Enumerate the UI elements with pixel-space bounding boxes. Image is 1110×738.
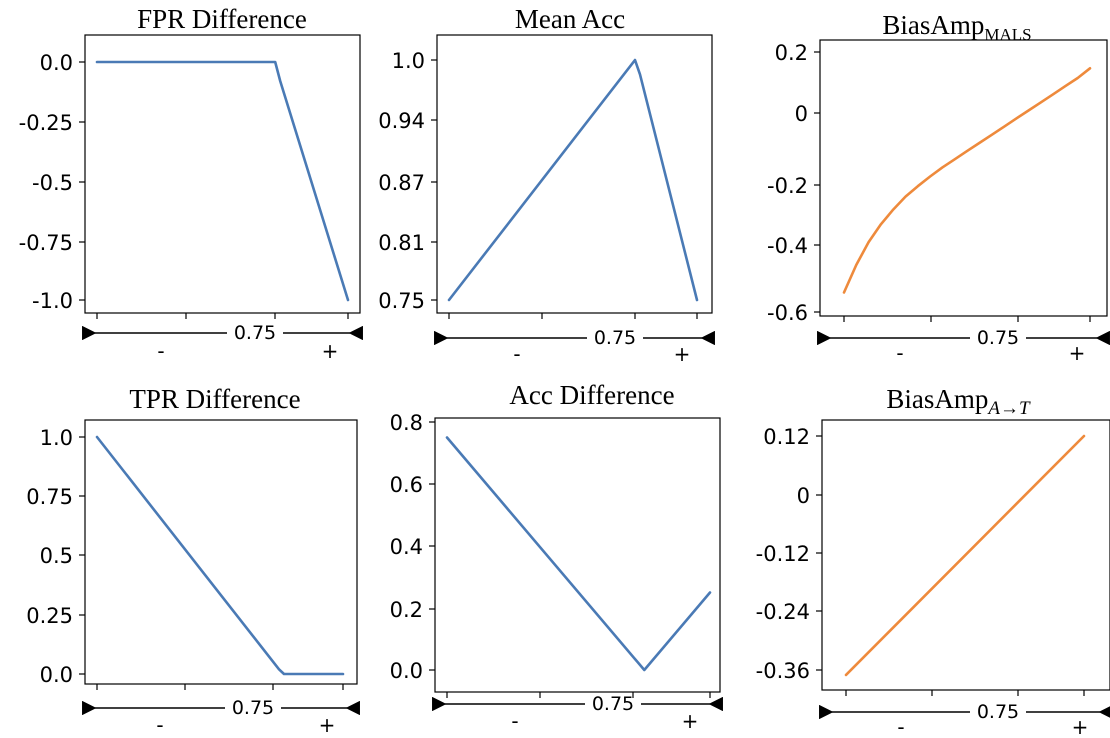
plot-frame bbox=[84, 419, 358, 685]
chart-title: TPR Difference bbox=[129, 384, 300, 414]
y-tick-label: -0.2 bbox=[767, 174, 808, 198]
subplot-6: BiasAmpA→T 0.12 0 -0.12 -0.24 -0.36 0.75 - + bbox=[756, 384, 1110, 738]
minus-sign: - bbox=[897, 715, 904, 738]
y-tick-label: -0.25 bbox=[19, 111, 73, 135]
y-tick-label: 0.0 bbox=[40, 663, 73, 687]
mid-threshold-label: 0.75 bbox=[594, 327, 636, 349]
y-tick-label: 0.5 bbox=[40, 544, 73, 568]
series-line bbox=[844, 434, 1086, 677]
subplot-4: TPR Difference 1.0 0.75 0.5 0.25 0.0 0.75 - + bbox=[26, 384, 360, 737]
y-tick-label: 0.8 bbox=[390, 411, 423, 435]
minus-sign: - bbox=[896, 341, 903, 365]
y-tick-label: -0.6 bbox=[767, 301, 808, 325]
y-tick-label: 0.2 bbox=[390, 598, 423, 622]
plus-sign: + bbox=[1069, 341, 1086, 365]
y-tick-label: -0.24 bbox=[756, 600, 810, 624]
mid-threshold-label: 0.75 bbox=[977, 327, 1019, 349]
minus-sign: - bbox=[156, 713, 163, 737]
plus-sign: + bbox=[682, 709, 699, 733]
y-tick-label: -0.12 bbox=[756, 542, 810, 566]
plus-sign: + bbox=[674, 342, 691, 366]
chart-title: Acc Difference bbox=[509, 380, 674, 410]
plot-frame bbox=[819, 39, 1108, 317]
y-tick-label: 0.75 bbox=[378, 289, 425, 313]
y-tick-label: 0.87 bbox=[378, 171, 425, 195]
y-tick-label: 0.2 bbox=[775, 41, 808, 65]
subplot-3: BiasAmpMALS 0.2 0 -0.2 -0.4 -0.6 0.75 - + bbox=[767, 10, 1110, 365]
subplot-5: Acc Difference 0.8 0.6 0.4 0.2 0.0 0.75 - + bbox=[390, 380, 723, 733]
series-line bbox=[95, 60, 350, 302]
minus-sign: - bbox=[513, 342, 520, 366]
mid-threshold-label: 0.75 bbox=[232, 697, 274, 719]
y-tick-label: 0.0 bbox=[390, 659, 423, 683]
y-tick-label: 0.0 bbox=[40, 51, 73, 75]
series-line bbox=[95, 435, 345, 676]
subplot-1: FPR Difference 0.0 -0.25 -0.5 -0.75 -1.0 0.75 -… bbox=[19, 4, 363, 363]
y-tick-label: 1.0 bbox=[392, 49, 425, 73]
plot-frame bbox=[434, 417, 721, 693]
y-tick-label: -0.36 bbox=[756, 659, 810, 683]
y-tick-label: -0.5 bbox=[32, 171, 73, 195]
plus-sign: + bbox=[319, 713, 336, 737]
y-tick-label: 0.25 bbox=[26, 604, 73, 628]
plus-sign: + bbox=[1072, 715, 1089, 738]
y-tick-label: 0.6 bbox=[390, 473, 423, 497]
plot-frame bbox=[84, 34, 361, 314]
mid-threshold-label: 0.75 bbox=[977, 701, 1019, 723]
y-tick-label: 1.0 bbox=[40, 426, 73, 450]
mid-threshold-label: 0.75 bbox=[592, 693, 634, 715]
plot-frame bbox=[436, 34, 713, 314]
y-tick-label: -0.4 bbox=[767, 234, 808, 258]
y-tick-label: 0.75 bbox=[26, 485, 73, 509]
series-line bbox=[445, 436, 712, 672]
series-line bbox=[842, 67, 1092, 294]
y-tick-label: 0.94 bbox=[378, 109, 425, 133]
y-tick-label: 0.4 bbox=[390, 535, 423, 559]
series-line bbox=[447, 58, 699, 302]
y-tick-label: 0.12 bbox=[763, 425, 810, 449]
y-tick-label: -0.75 bbox=[19, 231, 73, 255]
chart-title: BiasAmpA→T bbox=[886, 384, 1031, 419]
y-tick-label: 0.81 bbox=[378, 231, 425, 255]
chart-title: FPR Difference bbox=[137, 4, 307, 34]
subplot-2: Mean Acc 1.0 0.94 0.87 0.81 0.75 0.75 - + bbox=[378, 4, 715, 366]
y-tick-label: 0 bbox=[795, 102, 808, 126]
chart-title: BiasAmpMALS bbox=[882, 10, 1031, 44]
minus-sign: - bbox=[157, 339, 164, 363]
y-tick-label: -1.0 bbox=[32, 289, 73, 313]
y-tick-label: 0 bbox=[797, 484, 810, 508]
minus-sign: - bbox=[511, 709, 518, 733]
plot-frame bbox=[821, 419, 1110, 691]
plus-sign: + bbox=[322, 339, 339, 363]
chart-title: Mean Acc bbox=[515, 4, 625, 34]
mid-threshold-label: 0.75 bbox=[234, 322, 276, 344]
